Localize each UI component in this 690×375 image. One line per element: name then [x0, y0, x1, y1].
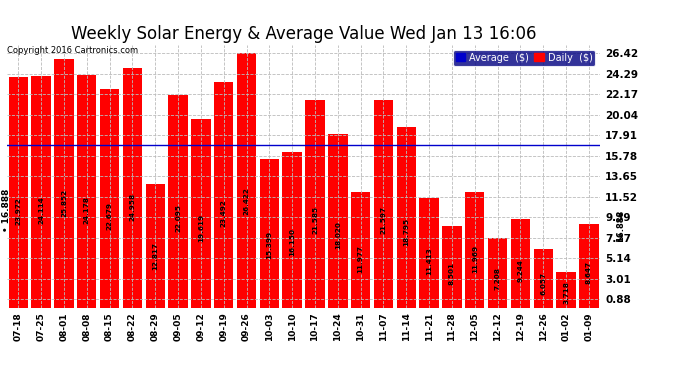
Text: 8.501: 8.501 — [449, 262, 455, 285]
Text: Copyright 2016 Cartronics.com: Copyright 2016 Cartronics.com — [7, 46, 138, 56]
Bar — [146, 184, 165, 308]
Bar — [305, 100, 325, 308]
Text: 18.795: 18.795 — [403, 217, 409, 246]
Text: 11.413: 11.413 — [426, 248, 432, 275]
Bar — [8, 77, 28, 308]
Text: 19.619: 19.619 — [198, 214, 204, 242]
Bar — [100, 89, 119, 308]
Text: 24.114: 24.114 — [38, 196, 44, 224]
Text: 18.020: 18.020 — [335, 221, 341, 249]
Bar — [374, 100, 393, 308]
Bar — [32, 76, 51, 307]
Bar — [237, 54, 256, 307]
Text: 15.399: 15.399 — [266, 231, 273, 260]
Bar — [191, 119, 210, 308]
Bar — [123, 68, 142, 308]
Text: 11.977: 11.977 — [357, 245, 364, 273]
Text: 6.057: 6.057 — [540, 272, 546, 294]
Text: 23.972: 23.972 — [15, 197, 21, 225]
Text: 21.597: 21.597 — [380, 206, 386, 234]
Bar — [351, 192, 371, 308]
Bar — [511, 219, 530, 308]
Legend: Average  ($), Daily  ($): Average ($), Daily ($) — [453, 50, 595, 66]
Bar — [488, 238, 507, 308]
Text: 21.585: 21.585 — [312, 206, 318, 234]
Text: 24.958: 24.958 — [130, 193, 135, 221]
Text: 22.095: 22.095 — [175, 204, 181, 232]
Bar — [556, 272, 575, 308]
Bar — [282, 152, 302, 308]
Bar — [533, 249, 553, 308]
Text: 11.969: 11.969 — [472, 245, 477, 273]
Bar — [55, 59, 74, 308]
Text: 3.718: 3.718 — [563, 281, 569, 304]
Bar — [579, 224, 599, 308]
Text: 8.647: 8.647 — [586, 261, 592, 284]
Text: 24.178: 24.178 — [83, 196, 90, 224]
Bar — [420, 198, 439, 308]
Text: 16.150: 16.150 — [289, 228, 295, 256]
Text: 26.422: 26.422 — [244, 187, 250, 215]
Bar — [465, 192, 484, 308]
Bar — [328, 134, 348, 308]
Bar — [397, 127, 416, 308]
Text: 9.244: 9.244 — [518, 259, 524, 282]
Bar — [259, 159, 279, 308]
Text: 23.492: 23.492 — [221, 199, 227, 226]
Text: • 16.888: • 16.888 — [2, 188, 12, 232]
Text: 16.888: 16.888 — [616, 210, 625, 242]
Bar — [77, 75, 97, 307]
Text: 7.208: 7.208 — [495, 267, 501, 290]
Text: 12.817: 12.817 — [152, 242, 158, 270]
Bar — [214, 82, 233, 308]
Bar — [442, 226, 462, 308]
Text: 25.852: 25.852 — [61, 189, 67, 217]
Text: 22.679: 22.679 — [106, 202, 112, 230]
Title: Weekly Solar Energy & Average Value Wed Jan 13 16:06: Weekly Solar Energy & Average Value Wed … — [71, 26, 536, 44]
Bar — [168, 95, 188, 308]
